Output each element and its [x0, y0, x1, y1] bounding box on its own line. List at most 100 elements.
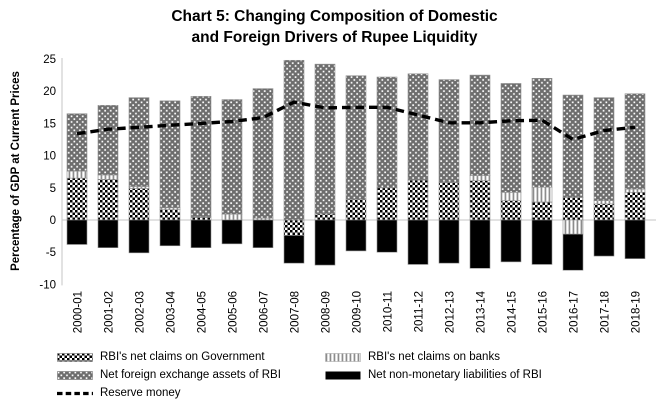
- bar-segment: [500, 200, 522, 221]
- bar-segment: [469, 180, 491, 221]
- x-axis-tick-label: 2011-12: [414, 291, 426, 332]
- chart-title: Chart 5: Changing Composition of Domesti…: [0, 6, 669, 49]
- bar-segment: [314, 63, 336, 215]
- bar-segment: [562, 94, 584, 198]
- bar-segment: [624, 219, 646, 259]
- bar-segment: [562, 233, 584, 271]
- bar-segment: [407, 179, 429, 221]
- legend-item-non-monetary-liabilities: Net non-monetary liabilities of RBI: [325, 369, 542, 381]
- x-axis-tick-label: 2001-02: [104, 291, 116, 333]
- x-axis-tick-label: 2006-07: [259, 291, 271, 333]
- bar-segment: [500, 192, 522, 201]
- bar-segment: [221, 213, 243, 221]
- bar-segment: [159, 219, 181, 247]
- chart-title-line2: and Foreign Drivers of Rupee Liquidity: [191, 29, 478, 47]
- y-axis-tick-label: 15: [43, 118, 56, 130]
- x-axis-tick-label: 2003-04: [166, 290, 178, 333]
- legend-item-reserve-money: Reserve money: [57, 387, 181, 399]
- bar-segment: [159, 209, 181, 221]
- x-axis-tick-label: 2016-17: [569, 291, 581, 333]
- bar-segment: [531, 219, 553, 265]
- bar-segment: [624, 192, 646, 221]
- bar-segment: [624, 93, 646, 190]
- bar-segment: [159, 100, 181, 209]
- y-axis-title: Percentage of GDP at Current Prices: [10, 71, 22, 271]
- solid-black-swatch-icon: [325, 371, 361, 379]
- x-axis-tick-label: 2002-03: [135, 291, 147, 333]
- x-axis-tick-label: 2018-19: [631, 291, 643, 333]
- bar-segment: [438, 182, 460, 221]
- dotgrid-pattern-swatch-icon: [57, 370, 93, 380]
- bar-segment: [562, 197, 584, 221]
- bar-segment: [97, 105, 119, 176]
- bar-segment: [407, 73, 429, 181]
- bar-segment: [252, 219, 274, 248]
- legend-label: RBI's net claims on banks: [368, 351, 500, 363]
- bar-segment: [283, 235, 305, 264]
- tick-labels-group: 25 20 15 10 5 0 -5 -10 2000-01 2001-02 2002-03 2003…: [39, 54, 642, 333]
- x-axis-tick-label: 2010-11: [383, 291, 395, 332]
- bar-segment: [345, 199, 367, 221]
- y-axis-tick-label: -5: [46, 247, 56, 259]
- bar-segment: [66, 113, 88, 172]
- legend-label: Reserve money: [100, 387, 181, 399]
- bar-segment: [190, 96, 212, 218]
- reserve-money-line-group: [76, 100, 636, 142]
- bar-segment: [190, 219, 212, 248]
- bar-segment: [221, 99, 243, 215]
- legend-label: Net foreign exchange assets of RBI: [100, 369, 281, 381]
- y-axis-tick-label: 0: [50, 215, 56, 227]
- legend-label: Net non-monetary liabilities of RBI: [368, 369, 542, 381]
- x-axis-tick-label: 2012-13: [445, 291, 457, 333]
- bar-segment: [531, 186, 553, 203]
- x-axis-tick-label: 2009-10: [352, 291, 364, 333]
- bar-segment: [252, 88, 274, 219]
- bar-segment: [500, 83, 522, 193]
- bar-segment: [345, 219, 367, 252]
- x-axis-tick-label: 2005-06: [228, 291, 240, 333]
- x-axis-tick-label: 2000-01: [73, 291, 85, 333]
- checker-pattern-swatch-icon: [57, 352, 93, 362]
- chart-title-line1: Chart 5: Changing Composition of Domesti…: [171, 8, 498, 25]
- x-axis-tick-label: 2004-05: [197, 291, 209, 333]
- x-axis-tick-label: 2013-14: [476, 290, 488, 333]
- y-axis-tick-label: 5: [50, 183, 56, 195]
- x-axis-tick-label: 2017-18: [600, 291, 612, 333]
- bar-segment: [128, 97, 150, 187]
- bar-segment: [593, 203, 615, 221]
- x-axis-tick-label: 2007-08: [290, 291, 302, 333]
- bar-segment: [624, 188, 646, 193]
- y-axis-tick-label: 25: [43, 54, 56, 66]
- x-axis-tick-label: 2015-16: [538, 291, 550, 333]
- bar-segment: [593, 219, 615, 257]
- bar-segment: [128, 188, 150, 221]
- bar-segment: [469, 175, 491, 182]
- bar-segment: [500, 219, 522, 263]
- vstripe-pattern-swatch-icon: [325, 352, 361, 362]
- chart-plot-area: 25 20 15 10 5 0 -5 -10 2000-01 2001-02 2002-03 2003…: [10, 54, 656, 333]
- bar-segment: [376, 187, 398, 221]
- bar-segment: [97, 179, 119, 221]
- bar-segment: [97, 174, 119, 180]
- y-axis-tick-label: 10: [43, 151, 56, 163]
- reserve-money-line: [76, 100, 636, 142]
- bar-segment: [438, 79, 460, 183]
- bar-segment: [283, 59, 305, 221]
- bar-segment: [469, 219, 491, 269]
- bar-segment: [376, 76, 398, 189]
- x-axis-tick-label: 2008-09: [321, 291, 333, 333]
- y-axis-tick-label: 20: [43, 86, 56, 98]
- bar-segment: [190, 216, 212, 221]
- bar-segment: [221, 219, 243, 245]
- legend-item-fx-assets: Net foreign exchange assets of RBI: [57, 369, 281, 381]
- bar-segment: [314, 213, 336, 221]
- bar-segment: [531, 78, 553, 188]
- legend-item-claims-government: RBI's net claims on Government: [57, 351, 265, 363]
- bar-segment: [314, 219, 336, 266]
- bar-segment: [593, 200, 615, 205]
- bar-segment: [283, 219, 305, 236]
- bar-segment: [128, 219, 150, 254]
- bar-segment: [438, 219, 460, 264]
- bar-segment: [469, 74, 491, 176]
